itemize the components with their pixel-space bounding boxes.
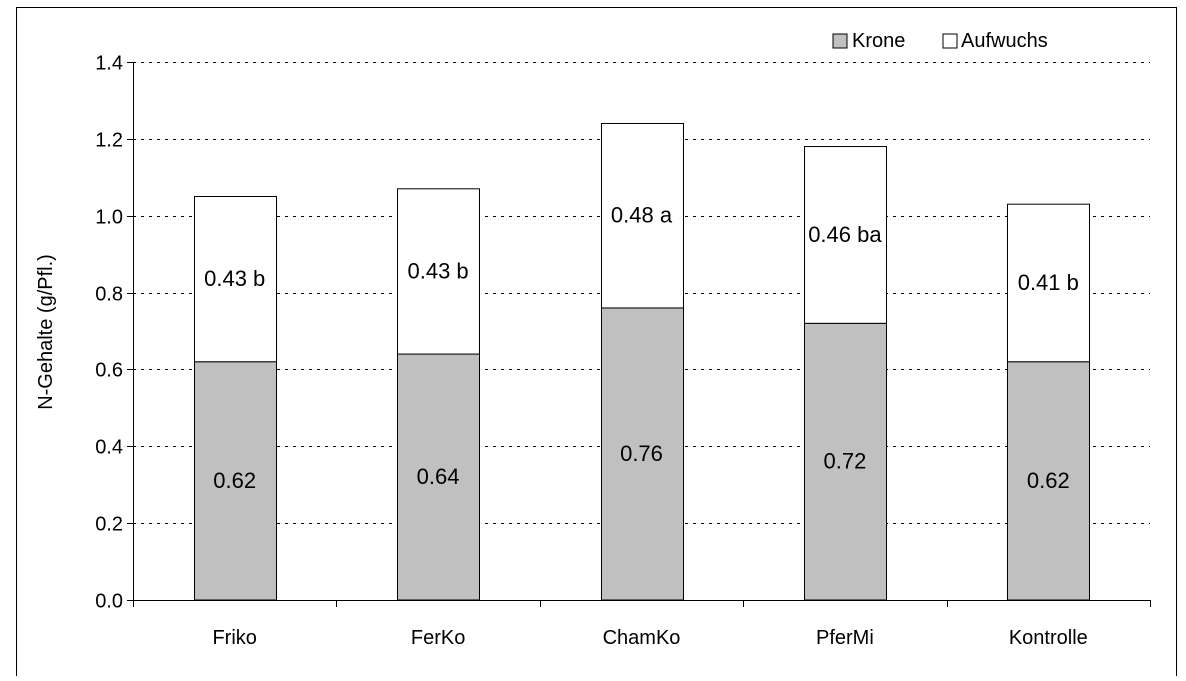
legend-swatch-krone (832, 33, 848, 49)
y-tick-label: 0.0 (95, 591, 123, 613)
data-label: 0.48 a (611, 203, 673, 228)
legend-label-aufwuchs: Aufwuchs (961, 30, 1048, 52)
x-tick-label: ChamKo (603, 627, 681, 649)
bar-aufwuchs-kontrolle (1007, 203, 1090, 363)
bar-krone-friko (194, 361, 277, 601)
bar-aufwuchs-friko (194, 196, 277, 363)
bar-krone-ferko (397, 353, 480, 601)
y-axis-label: N-Gehalte (g/Pfl.) (35, 254, 57, 410)
data-label: 0.43 b (408, 258, 469, 283)
chart-frame-border (16, 7, 1177, 681)
y-tick-label: 1.4 (95, 53, 123, 75)
legend-label-krone: Krone (852, 30, 905, 52)
axes-group (16, 7, 1177, 681)
bar-aufwuchs-ferko (397, 188, 480, 355)
x-tick-labels: Friko FerKo ChamKo PferMi Kontrolle (212, 627, 1087, 649)
bar-aufwuchs-pfermi (804, 146, 887, 324)
x-tick-label: PferMi (816, 627, 874, 649)
y-tick-labels: 0.0 0.2 0.4 0.6 0.8 1.0 1.2 1.4 (95, 53, 123, 613)
data-label: 0.76 (620, 441, 663, 466)
y-tick-label: 0.8 (95, 284, 123, 306)
bar-krone-pfermi (804, 322, 887, 601)
bar-krone-chamko (601, 307, 684, 601)
x-tick-label: Kontrolle (1009, 627, 1088, 649)
y-tick-label: 1.0 (95, 207, 123, 229)
gridlines (133, 62, 1150, 524)
data-label: 0.41 b (1018, 270, 1079, 295)
y-tick-label: 0.4 (95, 437, 123, 459)
bar-aufwuchs-chamko (601, 122, 684, 309)
y-tick-label: 0.6 (95, 360, 123, 382)
x-tick-label: FerKo (411, 627, 465, 649)
x-tick-label: Friko (212, 627, 256, 649)
legend-swatch-aufwuchs (942, 33, 958, 49)
data-label: 0.64 (417, 464, 460, 489)
data-label: 0.62 (213, 468, 256, 493)
data-label: 0.43 b (204, 266, 265, 291)
bars-group: 0.62 0.43 b 0.64 0.43 b 0.76 0.48 a 0.72 0.46 b… (194, 122, 1090, 601)
y-tick-label: 1.2 (95, 130, 123, 152)
y-tick-label: 0.2 (95, 514, 123, 536)
data-label: 0.46 ba (808, 222, 882, 247)
bar-krone-kontrolle (1007, 361, 1090, 601)
data-label: 0.72 (823, 449, 866, 474)
data-label: 0.62 (1027, 468, 1070, 493)
legend: Krone Aufwuchs (832, 30, 1048, 52)
